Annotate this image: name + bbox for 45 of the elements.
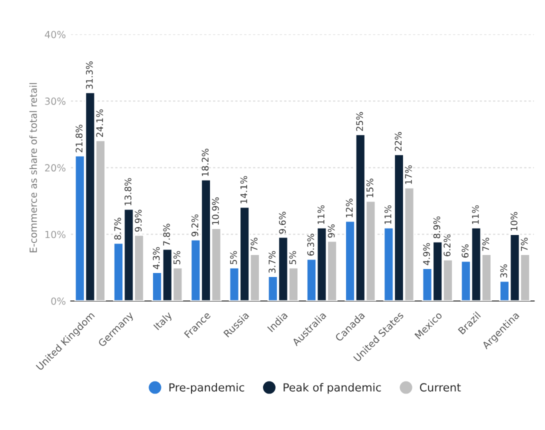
data-label: 11% [384,205,392,224]
y-tick-label: 20% [45,164,66,172]
data-label: 17% [405,165,412,184]
data-label: 8.9% [433,216,440,238]
data-label: 7.8% [163,224,170,246]
data-label: 7% [520,238,528,251]
data-label: 15% [366,178,374,198]
legend-label: Current [420,383,461,392]
data-label: 9.9% [134,210,142,232]
legend-label: Pre-pandemic [169,382,244,394]
y-tick-label: 10% [45,230,66,238]
data-label: 10.9% [212,197,219,225]
data-label: 3.7% [268,251,276,273]
data-label: 12% [346,198,353,218]
data-label: 18.2% [202,148,209,176]
data-label: 3% [500,264,508,278]
data-label: 14.1% [240,176,248,204]
data-label: 25% [356,112,363,131]
y-tick-label: 30% [45,98,66,105]
data-label: 13.8% [124,178,132,206]
data-label: 9.6% [278,212,286,234]
data-label: 8.7% [114,218,122,240]
data-label: 6.2% [444,234,451,256]
data-label: 21.8% [76,124,82,152]
data-label: 11% [318,205,324,224]
data-label: 4.3% [152,247,160,270]
data-label: 7% [250,238,258,251]
y-tick-label: 0% [51,297,66,305]
data-label: 6% [462,244,469,258]
data-label: 31.3% [86,61,93,89]
y-axis-title: E-commerce as share of total retail [29,83,37,252]
data-label: 5% [230,251,237,264]
data-label: 7% [482,238,490,251]
data-label: 5% [289,251,296,264]
legend-label: Peak of pandemic [284,382,381,394]
data-label: 24.1% [96,109,104,137]
data-label: 10% [510,212,518,231]
data-label: 9% [328,224,335,238]
data-label: 6.3% [307,234,314,256]
y-tick-label: 40% [44,30,66,38]
data-label: 22% [394,132,402,151]
data-label: 11% [472,205,479,224]
data-label: 5% [173,251,180,264]
data-label: 4.9% [423,243,430,266]
data-label: 9.2% [191,214,198,236]
